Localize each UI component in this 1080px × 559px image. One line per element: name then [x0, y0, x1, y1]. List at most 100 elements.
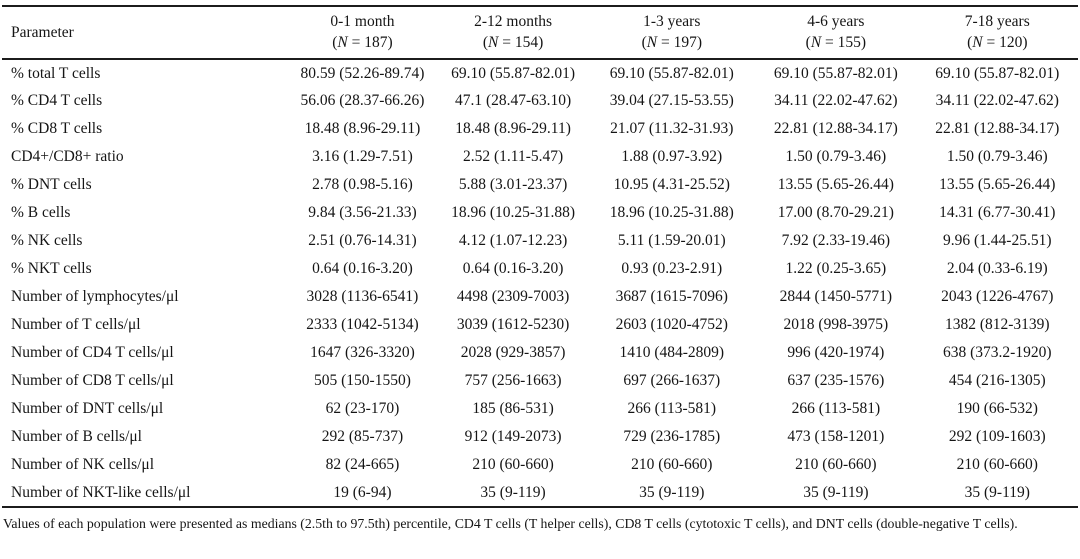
header-row: Parameter 0-1 month (N = 187) 2-12 months (…	[2, 6, 1078, 60]
value-cell: 34.11 (22.02-47.62)	[935, 92, 1059, 109]
value-cell: 62 (23-170)	[325, 400, 400, 417]
parameter-cell: Number of CD8 T cells/μl	[11, 372, 174, 389]
table-row: % DNT cells 2.78 (0.98-5.16) 5.88 (3.01-23…	[2, 171, 1078, 199]
value-cell: 1410 (484-2809)	[619, 344, 725, 361]
value-cell: 69.10 (55.87-82.01)	[773, 64, 898, 82]
value-cell: 9.84 (3.56-21.33)	[308, 204, 417, 221]
parameter-cell: % CD8 T cells	[11, 120, 103, 137]
parameter-cell: Number of NKT-like cells/μl	[11, 483, 191, 501]
table-row: Number of CD8 T cells/μl 505 (150-1550) 75…	[2, 367, 1078, 395]
value-cell: 13.55 (5.65-26.44)	[939, 176, 1056, 193]
value-cell: 292 (85-737)	[321, 428, 404, 445]
value-cell: 2333 (1042-5134)	[306, 316, 419, 333]
value-cell: 1382 (812-3139)	[944, 316, 1050, 333]
value-cell: 729 (236-1785)	[623, 428, 721, 445]
value-cell: 3687 (1615-7096)	[615, 288, 728, 305]
value-cell: 0.93 (0.23-2.91)	[621, 260, 723, 277]
column-header-age-group: 4-6 years (N = 155)	[755, 6, 917, 60]
table-row: Number of DNT cells/μl 62 (23-170) 185 (86…	[2, 395, 1078, 423]
value-cell: 505 (150-1550)	[314, 372, 411, 389]
age-range-label: 7-18 years	[964, 13, 1030, 30]
column-header-age-group: 2-12 months (N = 154)	[437, 6, 589, 60]
value-cell: 69.10 (55.87-82.01)	[609, 64, 734, 82]
parameter-cell: Number of NK cells/μl	[11, 456, 155, 473]
table-footnote: Values of each population were presented…	[3, 516, 1018, 531]
value-cell: 19 (6-94)	[333, 483, 392, 501]
value-cell: 210 (60-660)	[956, 456, 1038, 473]
value-cell: 4.12 (1.07-12.23)	[458, 232, 568, 249]
value-cell: 5.11 (1.59-20.01)	[617, 232, 726, 249]
value-cell: 292 (109-1603)	[948, 428, 1046, 445]
value-cell: 2.52 (1.11-5.47)	[462, 148, 564, 165]
value-cell: 3039 (1612-5230)	[456, 316, 570, 333]
column-header-age-group: 7-18 years (N = 120)	[916, 6, 1078, 60]
table-row: % NKT cells 0.64 (0.16-3.20) 0.64 (0.16-3.…	[2, 255, 1078, 283]
value-cell: 1647 (326-3320)	[310, 344, 415, 361]
value-cell: 1.50 (0.79-3.46)	[785, 148, 887, 165]
value-cell: 2603 (1020-4752)	[615, 316, 728, 333]
value-cell: 638 (373.2-1920)	[943, 344, 1052, 361]
parameter-cell: Number of T cells/μl	[11, 316, 141, 333]
value-cell: 7.92 (2.33-19.46)	[781, 232, 891, 249]
parameter-cell: Number of lymphocytes/μl	[11, 288, 179, 305]
value-cell: 10.95 (4.31-25.52)	[613, 176, 730, 193]
parameter-cell: % NKT cells	[11, 260, 92, 277]
value-cell: 35 (9-119)	[639, 483, 705, 501]
table-row: % B cells 9.84 (3.56-21.33) 18.96 (10.25-3…	[2, 199, 1078, 227]
parameter-cell: % CD4 T cells	[11, 92, 103, 109]
value-cell: 4498 (2309-7003)	[456, 288, 570, 305]
value-cell: 69.10 (55.87-82.01)	[451, 64, 576, 82]
table-row: % CD4 T cells 56.06 (28.37-66.26) 47.1 (28…	[2, 87, 1078, 115]
table-row: Number of CD4 T cells/μl 1647 (326-3320) 2…	[2, 339, 1078, 367]
sample-size-label: (N = 155)	[805, 34, 867, 51]
value-cell: 266 (113-581)	[791, 400, 881, 417]
value-cell: 18.96 (10.25-31.88)	[451, 204, 576, 221]
value-cell: 185 (86-531)	[472, 400, 554, 417]
value-cell: 82 (24-665)	[325, 456, 400, 473]
parameter-cell: CD4+/CD8+ ratio	[11, 148, 124, 165]
table-row: Number of NKT-like cells/μl 19 (6-94) 35 (…	[2, 479, 1078, 507]
value-cell: 13.55 (5.65-26.44)	[777, 176, 894, 193]
parameter-cell: % DNT cells	[11, 176, 92, 193]
lymphocyte-reference-table: Parameter 0-1 month (N = 187) 2-12 months (…	[2, 5, 1078, 508]
table-row: Number of T cells/μl 2333 (1042-5134) 3039…	[2, 311, 1078, 339]
value-cell: 912 (149-2073)	[464, 428, 562, 445]
value-cell: 2043 (1226-4767)	[941, 288, 1054, 305]
parameter-cell: Number of DNT cells/μl	[11, 400, 164, 417]
value-cell: 454 (216-1305)	[948, 372, 1046, 389]
value-cell: 2.51 (0.76-14.31)	[308, 232, 417, 249]
sample-size-label: (N = 120)	[967, 34, 1028, 51]
value-cell: 5.88 (3.01-23.37)	[458, 176, 568, 193]
value-cell: 473 (158-1201)	[787, 428, 885, 445]
age-range-label: 4-6 years	[807, 13, 865, 30]
column-header-parameter: Parameter	[2, 6, 288, 60]
age-range-label: 1-3 years	[643, 13, 701, 30]
sample-size-label: (N = 197)	[641, 34, 702, 51]
value-cell: 0.64 (0.16-3.20)	[312, 260, 413, 277]
value-cell: 757 (256-1663)	[464, 372, 562, 389]
value-cell: 22.81 (12.88-34.17)	[773, 120, 898, 137]
value-cell: 2.78 (0.98-5.16)	[312, 176, 413, 193]
value-cell: 80.59 (52.26-89.74)	[300, 64, 425, 82]
value-cell: 190 (66-532)	[956, 400, 1038, 417]
value-cell: 35 (9-119)	[480, 483, 546, 501]
value-cell: 9.96 (1.44-25.51)	[943, 232, 1052, 249]
table-row: Number of B cells/μl 292 (85-737) 912 (149…	[2, 423, 1078, 451]
value-cell: 1.88 (0.97-3.92)	[621, 148, 723, 165]
value-cell: 0.64 (0.16-3.20)	[462, 260, 564, 277]
value-cell: 34.11 (22.02-47.62)	[774, 92, 898, 109]
value-cell: 18.48 (8.96-29.11)	[455, 120, 571, 137]
value-cell: 21.07 (11.32-31.93)	[610, 120, 734, 137]
parameter-cell: % total T cells	[11, 64, 101, 82]
parameter-cell: Number of CD4 T cells/μl	[11, 344, 174, 361]
value-cell: 35 (9-119)	[803, 483, 869, 501]
value-cell: 210 (60-660)	[795, 456, 877, 473]
value-cell: 47.1 (28.47-63.10)	[454, 92, 572, 109]
age-range-label: 2-12 months	[474, 13, 553, 30]
parameter-cell: Number of B cells/μl	[11, 428, 142, 445]
value-cell: 18.48 (8.96-29.11)	[304, 120, 421, 137]
value-cell: 697 (266-1637)	[623, 372, 721, 389]
age-range-label: 0-1 month	[330, 13, 395, 30]
value-cell: 14.31 (6.77-30.41)	[939, 204, 1056, 221]
